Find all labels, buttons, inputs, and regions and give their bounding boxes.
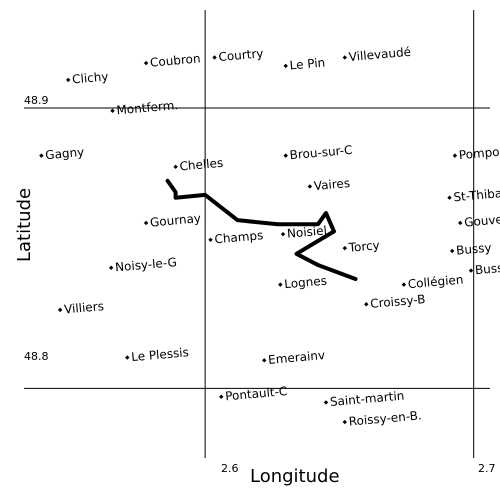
place-marker: Bussy [450, 241, 492, 258]
place-marker: Torcy [342, 238, 380, 255]
place-label: Chelles [179, 156, 224, 174]
y-axis-title: Latitude [14, 187, 35, 262]
place-dot [110, 108, 115, 113]
place-label: Lognes [284, 274, 328, 292]
place-dot [173, 164, 178, 170]
place-dot [125, 355, 130, 360]
place-dot [447, 195, 452, 200]
place-dot [278, 282, 283, 287]
place-marker: Montferm. [110, 98, 179, 117]
place-label: Bussy [456, 241, 493, 258]
place-marker: Le Pin [283, 55, 326, 73]
place-marker: Croissy-B [364, 292, 426, 311]
place-dot [364, 302, 369, 307]
place-dot [262, 358, 267, 363]
place-marker: Clichy [66, 69, 109, 87]
place-label: Champs [214, 228, 264, 246]
place-marker: Collégien [401, 272, 464, 291]
place-label: Vaires [313, 176, 350, 193]
grid-lines [24, 10, 490, 458]
place-dot [219, 394, 224, 400]
place-dot [39, 153, 44, 158]
place-label: Gouvernes [464, 210, 500, 230]
place-marker: Emerainv [262, 348, 326, 367]
place-marker: Pontault-C [219, 384, 288, 403]
place-label: Roissy-en-B. [348, 408, 422, 428]
place-dot [458, 220, 463, 226]
x-axis-title: Longitude [250, 466, 340, 487]
place-label: Torcy [347, 238, 380, 255]
place-label: Coubron [149, 51, 201, 69]
place-marker: Noisy-le-G [108, 255, 178, 274]
place-dot [468, 268, 474, 273]
place-dot [342, 55, 347, 60]
place-label: Pontault-C [225, 384, 288, 403]
place-marker: Gagny [39, 145, 85, 162]
place-dot [401, 282, 407, 287]
place-label: Brou-sur-C [289, 143, 353, 162]
place-label: Pomponne [458, 143, 500, 162]
place-dot [323, 400, 329, 405]
places-layer: Clichy Coubron Courtry Le Pin Villevaudé Mont… [39, 45, 500, 429]
lon-tick-label: 2.6 [221, 462, 239, 475]
lat-tick-label: 48.8 [24, 350, 49, 363]
place-label: Le Pin [289, 55, 326, 72]
route-layer [165, 178, 358, 281]
place-label: Gournay [149, 211, 201, 229]
lon-tick-label: 2.7 [478, 462, 496, 475]
place-dot [57, 307, 63, 313]
place-marker: Le Plessis [125, 345, 189, 364]
place-marker: Brou-sur-C [283, 143, 353, 162]
place-dot [212, 55, 217, 60]
place-dot [452, 153, 458, 158]
route-line [165, 178, 358, 281]
place-marker: Roissy-en-B. [342, 408, 422, 429]
place-label: Noisiel [286, 223, 327, 240]
place-dot [108, 265, 114, 271]
place-marker: Saint-martin [323, 389, 405, 409]
place-label: Villiers [64, 299, 105, 316]
place-dot [143, 60, 149, 66]
place-label: Clichy [72, 69, 109, 86]
place-dot [450, 248, 455, 254]
place-dot [280, 231, 286, 237]
place-label: Noisy-le-G [115, 255, 178, 274]
place-label: Montferm. [116, 98, 179, 117]
place-marker: Pomponne [452, 143, 500, 162]
place-label: Courtry [218, 46, 264, 64]
place-label: Bussy-St-G [474, 258, 500, 278]
place-dot [342, 245, 347, 251]
place-label: Gagny [45, 145, 85, 162]
place-dot [143, 220, 149, 226]
place-label: St-Thibault [453, 185, 500, 205]
place-dot [283, 63, 288, 69]
place-label: Croissy-B [370, 292, 426, 311]
place-marker: St-Thibault [447, 185, 500, 205]
place-marker: Lognes [278, 274, 328, 292]
place-marker: Villevaudé [342, 45, 412, 64]
place-dot [208, 237, 213, 242]
place-label: Saint-martin [329, 389, 405, 409]
place-marker: Noisiel [280, 223, 327, 241]
place-marker: Chelles [173, 156, 224, 174]
place-marker: Champs [208, 228, 264, 246]
place-dot [342, 419, 347, 425]
place-dot [66, 77, 71, 83]
place-marker: Villiers [57, 299, 105, 316]
place-marker: Coubron [143, 51, 201, 70]
place-label: Villevaudé [348, 45, 411, 64]
lat-tick-label: 48.9 [24, 94, 49, 107]
place-marker: Gouvernes [458, 210, 500, 230]
place-label: Emerainv [268, 348, 326, 367]
place-label: Collégien [407, 272, 464, 291]
place-marker: Gournay [143, 211, 202, 230]
place-marker: Bussy-St-G [468, 258, 500, 278]
place-dot [283, 153, 288, 158]
place-label: Le Plessis [131, 345, 190, 364]
place-marker: Vaires [307, 176, 351, 193]
place-marker: Courtry [212, 46, 264, 64]
place-dot [307, 184, 313, 189]
